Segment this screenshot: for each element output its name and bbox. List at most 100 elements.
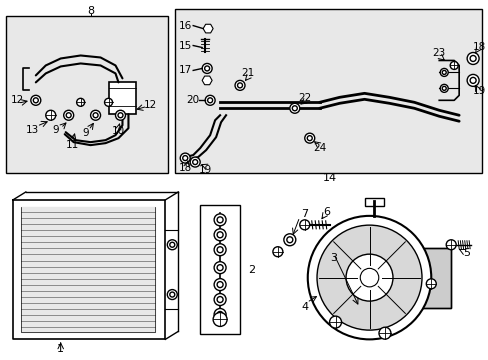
Circle shape — [292, 106, 297, 111]
Circle shape — [469, 77, 475, 84]
Text: 14: 14 — [322, 173, 336, 183]
Circle shape — [214, 262, 225, 274]
Circle shape — [316, 225, 421, 330]
Circle shape — [77, 98, 84, 106]
Text: 19: 19 — [471, 86, 485, 96]
Circle shape — [217, 311, 223, 318]
Circle shape — [204, 66, 209, 71]
Circle shape — [441, 71, 446, 75]
Circle shape — [217, 232, 223, 238]
Circle shape — [469, 55, 475, 62]
Text: 6: 6 — [323, 207, 329, 217]
Text: 23: 23 — [432, 49, 445, 58]
Circle shape — [180, 153, 190, 163]
Bar — [364, 198, 384, 206]
Text: 21: 21 — [241, 68, 254, 78]
Circle shape — [360, 268, 378, 287]
Circle shape — [217, 282, 223, 288]
Polygon shape — [203, 24, 213, 33]
Text: 15: 15 — [178, 41, 191, 50]
Text: 3: 3 — [329, 253, 336, 263]
Text: 9: 9 — [82, 128, 89, 138]
Circle shape — [169, 242, 174, 247]
Circle shape — [272, 247, 282, 257]
Circle shape — [466, 53, 478, 64]
Circle shape — [307, 216, 430, 339]
Circle shape — [190, 157, 200, 167]
Circle shape — [46, 110, 56, 120]
Circle shape — [183, 156, 187, 161]
Circle shape — [306, 136, 312, 141]
Circle shape — [63, 110, 74, 120]
Text: 16: 16 — [178, 21, 191, 31]
Circle shape — [167, 240, 177, 250]
Text: 13: 13 — [26, 125, 40, 135]
Text: 20: 20 — [186, 95, 200, 105]
Circle shape — [33, 98, 38, 103]
Circle shape — [217, 247, 223, 253]
Circle shape — [118, 113, 122, 118]
Circle shape — [202, 63, 212, 73]
Circle shape — [378, 327, 390, 339]
Text: 1: 1 — [57, 345, 64, 354]
Circle shape — [299, 220, 309, 230]
Text: 12: 12 — [143, 100, 157, 110]
Circle shape — [104, 98, 112, 106]
Bar — [406, 248, 450, 307]
Circle shape — [439, 84, 447, 92]
Text: 22: 22 — [298, 93, 311, 103]
Circle shape — [167, 289, 177, 300]
Circle shape — [205, 95, 215, 105]
Circle shape — [214, 293, 225, 306]
Circle shape — [217, 217, 223, 223]
Circle shape — [446, 240, 455, 250]
Bar — [406, 248, 450, 307]
Text: 9: 9 — [52, 125, 59, 135]
Circle shape — [346, 254, 392, 301]
Circle shape — [214, 244, 225, 256]
Circle shape — [93, 113, 98, 118]
Circle shape — [329, 316, 341, 328]
Circle shape — [90, 110, 101, 120]
Circle shape — [207, 98, 212, 103]
Circle shape — [66, 113, 71, 118]
Polygon shape — [21, 207, 155, 332]
Circle shape — [426, 279, 435, 289]
Circle shape — [214, 279, 225, 291]
Text: 11: 11 — [66, 140, 79, 150]
Bar — [6, 15, 168, 173]
Text: 7: 7 — [301, 209, 308, 219]
Circle shape — [237, 83, 242, 88]
Circle shape — [214, 229, 225, 241]
Text: 24: 24 — [312, 143, 325, 153]
Bar — [200, 205, 240, 334]
Polygon shape — [202, 76, 212, 85]
Bar — [175, 9, 481, 173]
Text: 19: 19 — [198, 165, 211, 175]
Text: 17: 17 — [178, 66, 191, 76]
Text: 2: 2 — [248, 265, 255, 275]
Circle shape — [466, 75, 478, 86]
Text: 4: 4 — [301, 302, 308, 311]
Circle shape — [213, 312, 226, 327]
Circle shape — [283, 234, 295, 246]
Circle shape — [441, 86, 446, 90]
Circle shape — [214, 214, 225, 226]
Circle shape — [217, 297, 223, 302]
Text: 18: 18 — [471, 41, 485, 51]
Text: 10: 10 — [112, 126, 125, 136]
Circle shape — [235, 80, 244, 90]
Polygon shape — [13, 200, 165, 339]
Circle shape — [449, 62, 457, 69]
Text: 12: 12 — [11, 95, 24, 105]
Circle shape — [192, 159, 197, 165]
Circle shape — [214, 309, 225, 320]
Circle shape — [289, 103, 299, 113]
Circle shape — [304, 133, 314, 143]
Circle shape — [115, 110, 125, 120]
Bar — [108, 82, 136, 114]
Circle shape — [439, 68, 447, 76]
Circle shape — [217, 265, 223, 271]
Circle shape — [286, 237, 292, 243]
Text: 8: 8 — [87, 6, 94, 15]
